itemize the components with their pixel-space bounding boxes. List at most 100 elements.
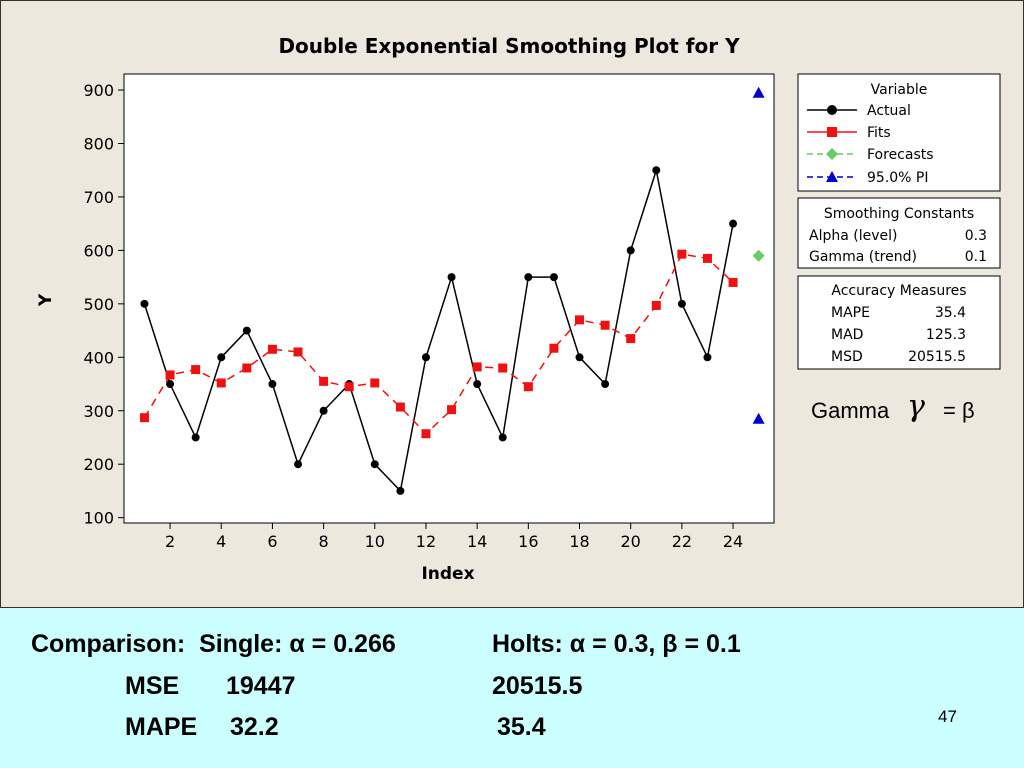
smoothing-constants-title: Smoothing Constants (824, 206, 974, 222)
point-actual (524, 273, 533, 282)
point-95-0-pi (752, 86, 765, 98)
point-actual (473, 380, 482, 389)
legend-pi-label: 95.0% PI (867, 170, 929, 186)
point-fits (626, 334, 636, 344)
series-fits (139, 249, 738, 439)
legend: Variable Actual Fits Forecasts 95.0% PI (797, 73, 1001, 192)
x-tick-label: 4 (216, 532, 226, 551)
point-fits (498, 363, 508, 373)
point-fits (395, 402, 405, 412)
x-tick-label: 18 (569, 532, 589, 551)
point-actual (677, 299, 686, 308)
accuracy-measures-box: Accuracy Measures MAPE 35.4 MAD 125.3 MS… (797, 275, 1001, 370)
mape-single: 32.2 (230, 713, 279, 741)
point-fits (216, 378, 226, 388)
point-fits (370, 378, 380, 388)
x-axis-ticks: 2 4 6 8 10 12 14 16 18 20 22 24 (165, 523, 743, 551)
y-tick-label: 100 (83, 509, 114, 528)
point-fits (319, 376, 329, 386)
point-fits (549, 343, 559, 353)
point-fits (575, 315, 585, 325)
point-actual (294, 460, 303, 469)
point-fits (523, 382, 533, 392)
smoothing-constants-box: Smoothing Constants Alpha (level) 0.3 Ga… (797, 197, 1001, 269)
chart-panel: Double Exponential Smoothing Plot for Y … (0, 0, 1024, 608)
mse-single: 19447 (226, 672, 296, 700)
point-fits (600, 320, 610, 330)
x-tick-label: 8 (319, 532, 329, 551)
point-fits (728, 277, 738, 287)
mad-value: 125.3 (926, 327, 966, 343)
point-fits (242, 363, 252, 373)
chart-title: Double Exponential Smoothing Plot for Y (278, 34, 740, 58)
alpha-label: Alpha (level) (809, 228, 897, 244)
x-tick-label: 20 (621, 532, 641, 551)
series-actual (140, 166, 738, 495)
point-actual (217, 353, 226, 362)
point-actual (370, 460, 379, 469)
point-actual (575, 353, 584, 362)
smoothing-constants-frame (797, 197, 1001, 269)
point-actual (447, 273, 456, 282)
comparison-row1-right: Holts: α = 0.3, β = 0.1 (492, 630, 741, 658)
x-tick-label: 10 (365, 532, 385, 551)
legend-pi-marker (826, 171, 838, 182)
x-tick-label: 2 (165, 532, 175, 551)
mape-label: MAPE (831, 305, 870, 321)
legend-item-forecasts: Forecasts (807, 147, 934, 163)
msd-value: 20515.5 (908, 349, 966, 365)
point-fits (267, 344, 277, 354)
msd-label: MSD (831, 349, 863, 365)
mape-holts: 35.4 (497, 713, 546, 741)
gamma-symbol: γ (907, 389, 925, 424)
point-actual (498, 433, 507, 442)
point-fits (702, 253, 712, 263)
point-fits (447, 405, 457, 415)
point-actual (140, 299, 149, 308)
point-actual (421, 353, 430, 362)
point-actual (729, 219, 738, 228)
y-axis-ticks: 100 200 300 400 500 600 700 800 900 (83, 81, 124, 528)
point-actual (319, 406, 328, 415)
x-tick-label: 6 (267, 532, 277, 551)
x-tick-label: 12 (416, 532, 436, 551)
y-axis-title: Y (36, 293, 56, 307)
y-tick-label: 500 (83, 295, 114, 314)
mad-label: MAD (831, 327, 863, 343)
point-actual (703, 353, 712, 362)
gamma-note: Gamma γ = β (811, 389, 975, 424)
point-fits (651, 300, 661, 310)
point-actual (396, 486, 405, 495)
series-forecasts (752, 249, 765, 262)
point-actual (626, 246, 635, 255)
point-fits (677, 249, 687, 259)
point-fits (421, 429, 431, 439)
x-tick-label: 14 (467, 532, 487, 551)
legend-item-actual: Actual (807, 103, 911, 119)
point-forecasts (752, 249, 765, 262)
slide-background (0, 607, 1024, 768)
gamma-note-label: Gamma (811, 398, 890, 423)
mse-label: MSE (125, 672, 180, 700)
legend-actual-marker (827, 105, 837, 115)
point-actual (166, 380, 175, 389)
y-tick-label: 600 (83, 241, 114, 260)
point-95-0-pi (752, 412, 765, 424)
comparison-row1-left: Comparison: Single: α = 0.266 (31, 630, 396, 658)
point-fits (293, 347, 303, 357)
point-actual (652, 166, 661, 175)
point-fits (472, 362, 482, 372)
alpha-value: 0.3 (965, 228, 987, 244)
legend-forecasts-marker (826, 148, 838, 160)
gamma-label: Gamma (trend) (809, 249, 917, 265)
legend-fits-marker (827, 127, 837, 137)
series-line-actual (143, 169, 734, 493)
plot-area (123, 73, 775, 524)
legend-forecasts-label: Forecasts (867, 147, 934, 163)
legend-actual-label: Actual (867, 103, 911, 119)
gamma-value: 0.1 (965, 249, 987, 265)
x-tick-label: 22 (672, 532, 692, 551)
y-tick-label: 900 (83, 81, 114, 100)
y-tick-label: 400 (83, 348, 114, 367)
x-tick-label: 24 (723, 532, 743, 551)
